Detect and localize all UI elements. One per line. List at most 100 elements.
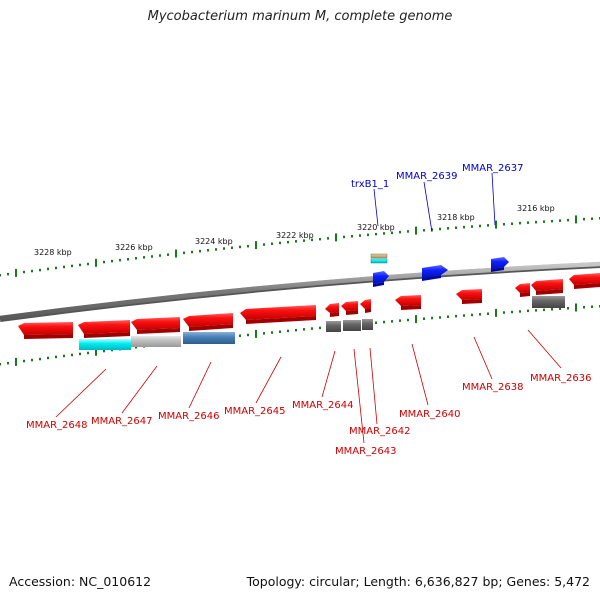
lower-track-minor-tick (583, 306, 585, 309)
gene-next-partial[interactable] (569, 273, 600, 289)
reverse-genes (18, 273, 600, 350)
upper-track-minor-tick (207, 249, 209, 252)
upper-track-minor-tick (471, 225, 473, 228)
upper-track-minor-tick (327, 237, 329, 240)
upper-track-minor-tick (319, 237, 321, 241)
lower-track-minor-tick (391, 320, 393, 323)
lower-track-minor-tick (543, 308, 545, 312)
gene-MMAR_2644[interactable] (325, 303, 341, 332)
gene-MMAR_2636[interactable] (515, 279, 565, 308)
lower-track-minor-tick (103, 349, 105, 353)
upper-track-minor-tick (551, 219, 553, 223)
lower-track-minor-tick (31, 358, 33, 362)
label-MMAR_2643: MMAR_2643 (335, 446, 397, 457)
label-MMAR_2639: MMAR_2639 (396, 171, 458, 182)
upper-track-minor-tick (375, 232, 377, 236)
gene-MMAR_2647[interactable] (78, 320, 181, 347)
lower-track-minor-tick (287, 329, 289, 333)
upper-track-minor-tick (215, 248, 217, 251)
upper-track-minor-tick (295, 240, 297, 243)
scale-label-3228: 3228 kbp (34, 248, 72, 257)
lower-track-minor-tick (271, 331, 273, 334)
scale-label-3224: 3224 kbp (195, 237, 233, 246)
upper-track-minor-tick (567, 218, 569, 222)
lower-track-minor-tick (439, 316, 441, 319)
upper-track-minor-tick (543, 220, 545, 223)
scale-label-3222: 3222 kbp (276, 231, 314, 240)
lower-track-major-tick (255, 329, 257, 338)
upper-track-minor-tick (47, 267, 49, 271)
genome-title: Mycobacterium marinum M, complete genome (147, 9, 453, 24)
upper-track-major-tick (335, 233, 337, 242)
upper-track-minor-tick (143, 256, 145, 259)
upper-track-minor-tick (439, 227, 441, 231)
gene-trxB1_1[interactable] (370, 253, 389, 287)
upper-track-minor-tick (159, 254, 161, 257)
lower-track-minor-tick (111, 348, 113, 352)
reverse-gene-labels: MMAR_2648 MMAR_2647 MMAR_2646 MMAR_2645 … (26, 329, 592, 457)
upper-track-minor-tick (271, 242, 273, 245)
lower-track-minor-tick (455, 314, 457, 318)
upper-track-minor-tick (359, 234, 361, 237)
upper-track-minor-tick (247, 244, 249, 248)
upper-track-minor-tick (127, 258, 129, 261)
upper-track-minor-tick (0, 274, 1, 277)
upper-track-minor-tick (455, 226, 457, 229)
scale-label-3226: 3226 kbp (115, 243, 153, 252)
label-MMAR_2644: MMAR_2644 (292, 400, 354, 411)
forward-gene-labels: trxB1_1 MMAR_2639 MMAR_2637 (351, 163, 524, 233)
lower-track-minor-tick (407, 318, 409, 322)
lower-track-major-tick (495, 308, 497, 317)
upper-track-minor-tick (279, 241, 281, 245)
upper-track-minor-tick (191, 250, 193, 254)
upper-track-major-tick (575, 215, 577, 224)
lower-track-minor-tick (7, 361, 9, 365)
lower-track-minor-tick (479, 313, 481, 316)
gene-MMAR_2637[interactable] (491, 257, 509, 272)
gene-MMAR_2642[interactable] (360, 299, 373, 330)
label-MMAR_2638: MMAR_2638 (462, 382, 524, 393)
topology-label: Topology: circular; Length: 6,636,827 bp… (246, 574, 590, 589)
gene-MMAR_2646-domain[interactable] (183, 313, 235, 344)
upper-track-minor-tick (463, 225, 465, 229)
gene-MMAR_2640[interactable] (395, 295, 421, 310)
upper-track-minor-tick (559, 219, 561, 222)
lower-track-minor-tick (511, 310, 513, 314)
upper-track-minor-tick (87, 262, 89, 266)
gene-MMAR_2643[interactable] (341, 301, 361, 331)
scale-label-3218: 3218 kbp (437, 213, 475, 222)
lower-track-minor-tick (303, 328, 305, 331)
lower-track-minor-tick (135, 346, 137, 349)
gene-MMAR_2648[interactable] (18, 322, 131, 350)
lower-track-minor-tick (383, 320, 385, 324)
gene-MMAR_2638[interactable] (456, 289, 482, 304)
upper-track-minor-tick (583, 217, 585, 221)
upper-track-minor-tick (351, 235, 353, 238)
lower-track-minor-tick (239, 334, 241, 337)
upper-track-minor-tick (183, 251, 185, 255)
upper-track-minor-tick (199, 249, 201, 253)
upper-track-minor-tick (311, 238, 313, 242)
lower-track-minor-tick (47, 356, 49, 360)
upper-track-major-tick (415, 226, 417, 235)
gene-MMAR_2646[interactable] (131, 317, 180, 334)
upper-track-minor-tick (391, 231, 393, 235)
lower-track-minor-tick (527, 309, 529, 313)
lower-track-minor-tick (447, 315, 449, 318)
upper-track-minor-tick (519, 221, 521, 225)
lower-track-minor-tick (279, 330, 281, 333)
upper-track-minor-tick (423, 229, 425, 232)
label-MMAR_2646: MMAR_2646 (158, 411, 220, 422)
gene-MMAR_2645[interactable] (240, 305, 316, 324)
upper-scale-track (0, 215, 600, 277)
upper-track-minor-tick (303, 239, 305, 242)
lower-track-major-tick (95, 347, 97, 356)
label-MMAR_2637: MMAR_2637 (462, 163, 524, 174)
gene-MMAR_2639[interactable] (422, 265, 448, 281)
upper-track-minor-tick (287, 240, 289, 244)
upper-track-minor-tick (111, 259, 113, 263)
lower-track-minor-tick (503, 311, 505, 314)
lower-track-minor-tick (39, 357, 41, 361)
upper-track-minor-tick (527, 221, 529, 224)
